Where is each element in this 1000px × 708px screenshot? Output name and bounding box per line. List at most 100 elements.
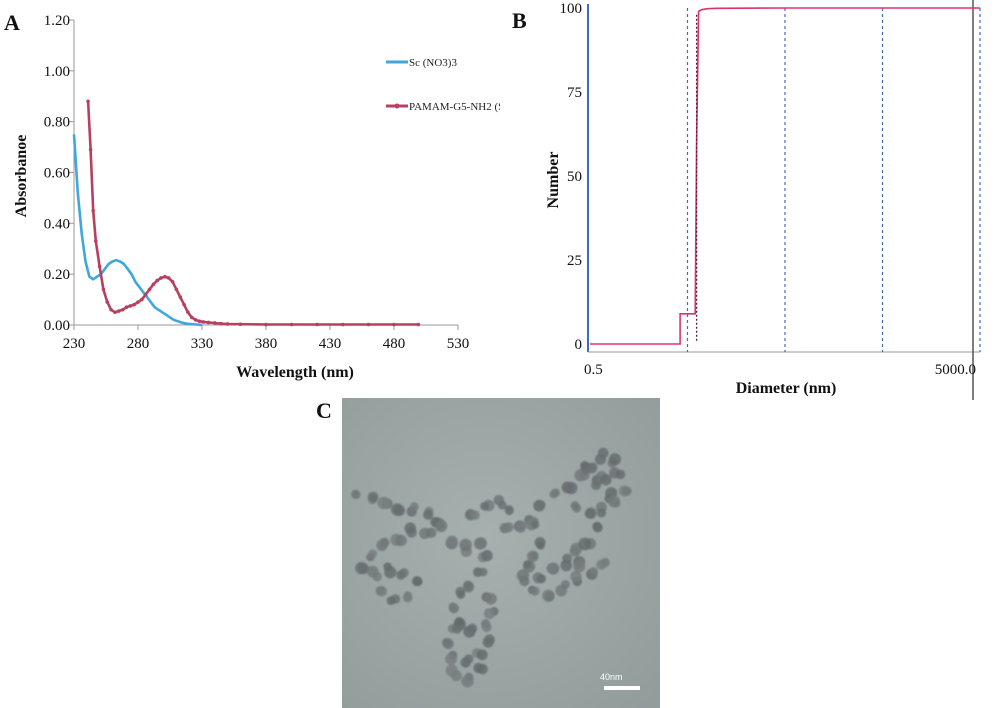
series-point bbox=[264, 322, 268, 327]
series-point bbox=[186, 310, 190, 315]
series-point bbox=[163, 274, 167, 279]
nanoparticle bbox=[384, 566, 397, 579]
x-tick-label: 280 bbox=[127, 336, 150, 352]
series-point bbox=[136, 300, 140, 304]
series-point bbox=[193, 318, 198, 322]
x-tick-label: 5000.0 bbox=[935, 362, 976, 378]
series-point bbox=[182, 302, 186, 307]
nanoparticle bbox=[600, 474, 612, 486]
nanoparticle bbox=[549, 490, 558, 499]
x-tick-label: 0.5 bbox=[584, 362, 603, 378]
nanoparticle bbox=[376, 585, 387, 597]
nanoparticle bbox=[516, 569, 530, 582]
y-axis-title: Absorbanoe bbox=[13, 135, 30, 218]
size-distribution-axes: 0 25 50 75 100 0.5 5000.0 bbox=[560, 0, 981, 400]
panel-label-c: C bbox=[316, 398, 332, 423]
nanoparticle bbox=[542, 589, 555, 602]
nanoparticle bbox=[485, 592, 497, 605]
nanoparticle bbox=[608, 453, 621, 466]
series-point bbox=[93, 239, 98, 243]
series-point bbox=[132, 302, 136, 307]
series-point bbox=[151, 282, 156, 287]
nanoparticle bbox=[565, 481, 578, 495]
nanoparticle bbox=[570, 570, 582, 583]
series-point bbox=[101, 287, 106, 292]
y-axis-title: Number bbox=[545, 152, 562, 209]
y-tick-label: 0.40 bbox=[44, 216, 70, 232]
nanoparticle bbox=[546, 563, 557, 574]
tem-micrograph: 40nm bbox=[342, 398, 660, 708]
nanoparticle bbox=[442, 638, 454, 650]
series-point bbox=[416, 322, 421, 327]
series-point bbox=[197, 319, 202, 323]
series-point bbox=[289, 322, 294, 327]
series-point bbox=[366, 322, 371, 327]
series-point bbox=[392, 322, 396, 327]
nanoparticle bbox=[426, 527, 437, 538]
nanoparticle bbox=[497, 500, 507, 510]
absorbance-legend: Sc (NO3)3 PAMAM-G5-NH2 (Sc3+)55 bbox=[386, 57, 500, 113]
distribution-line bbox=[590, 7, 980, 345]
nanoparticle bbox=[402, 592, 413, 603]
series-point bbox=[189, 315, 194, 320]
nanoparticle bbox=[393, 504, 406, 517]
nanoparticle bbox=[589, 567, 599, 577]
nanoparticle bbox=[534, 537, 546, 548]
series-point bbox=[159, 276, 163, 280]
absorbance-series bbox=[72, 99, 421, 327]
nanoparticle bbox=[478, 567, 488, 577]
nanoparticle bbox=[481, 622, 492, 633]
absorbance-chart: 0.00 0.20 0.40 0.60 0.80 1.00 1.20 230 280 330 380… bbox=[13, 13, 500, 381]
nanoparticle bbox=[470, 510, 480, 520]
nanoparticle bbox=[448, 602, 458, 611]
panel-label-a: A bbox=[4, 10, 20, 35]
nanoparticle bbox=[459, 538, 472, 552]
nanoparticle bbox=[592, 521, 602, 531]
nanoparticle bbox=[404, 522, 417, 534]
nanoparticle bbox=[423, 509, 434, 520]
x-axis-title: Wavelength (nm) bbox=[236, 364, 354, 381]
series-point bbox=[206, 320, 211, 325]
x-tick-label: 430 bbox=[319, 336, 342, 352]
series-point bbox=[140, 297, 144, 302]
nanoparticle-clusters bbox=[351, 447, 632, 688]
series-point bbox=[219, 321, 223, 326]
series-point bbox=[143, 292, 148, 297]
nanoparticle bbox=[434, 519, 448, 533]
nanoparticle bbox=[526, 550, 539, 563]
nanoparticle bbox=[450, 670, 462, 682]
series-point bbox=[117, 309, 121, 313]
y-tick-label: 1.20 bbox=[44, 13, 70, 29]
series-point bbox=[178, 295, 183, 299]
series-point bbox=[225, 322, 230, 326]
nanoparticle bbox=[464, 654, 474, 664]
y-tick-label: 1.00 bbox=[44, 64, 70, 80]
nanoparticle bbox=[456, 590, 466, 599]
absorbance-axes: 0.00 0.20 0.40 0.60 0.80 1.00 1.20 230 280 330 380… bbox=[44, 13, 470, 352]
nanoparticle bbox=[473, 662, 484, 674]
series-point bbox=[88, 147, 93, 152]
nanoparticle bbox=[396, 570, 406, 580]
series-point bbox=[174, 287, 179, 292]
series-point bbox=[170, 279, 175, 284]
series-point bbox=[86, 99, 90, 104]
nanoparticle bbox=[504, 506, 514, 516]
y-tick-label: 0.60 bbox=[44, 166, 70, 182]
series-point bbox=[147, 287, 152, 292]
tem-background bbox=[342, 398, 660, 708]
series-point bbox=[97, 264, 102, 269]
nanoparticle bbox=[585, 507, 597, 519]
nanoparticle bbox=[530, 586, 540, 596]
nanoparticle bbox=[573, 560, 586, 573]
series-point bbox=[155, 278, 159, 283]
y-tick-label: 25 bbox=[567, 253, 582, 269]
nanoparticle bbox=[596, 508, 607, 518]
nanoparticle bbox=[591, 480, 602, 491]
nanoparticle bbox=[409, 502, 419, 512]
nanoparticle bbox=[481, 549, 493, 562]
series-point bbox=[213, 321, 217, 325]
scale-bar-label: 40nm bbox=[600, 672, 623, 682]
nanoparticle bbox=[522, 560, 532, 570]
y-tick-label: 75 bbox=[567, 85, 582, 101]
y-tick-label: 100 bbox=[560, 1, 583, 17]
